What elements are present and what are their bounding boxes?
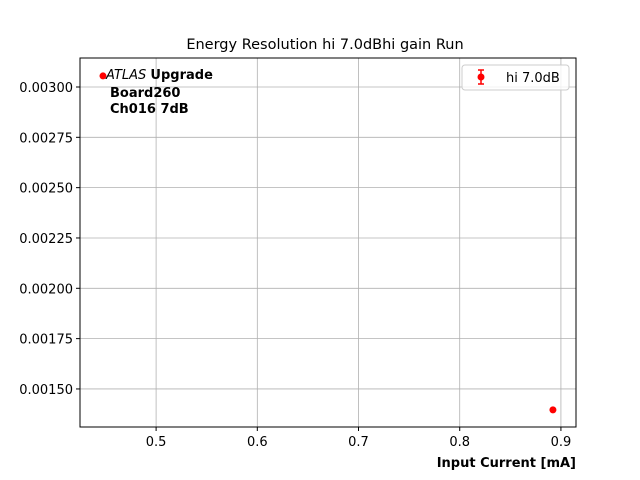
x-axis-label: Input Current [mA]	[437, 456, 576, 471]
y-tick-label: 0.00225	[19, 232, 73, 247]
y-tick-label: 0.00150	[19, 383, 73, 398]
y-tick-label: 0.00200	[19, 282, 73, 297]
data-point	[549, 406, 557, 414]
legend-label: hi 7.0dB	[506, 71, 560, 86]
annotation-line-1: ATLAS Upgrade	[105, 68, 213, 83]
chart-title: Energy Resolution hi 7.0dBhi gain Run	[186, 37, 463, 53]
annotation-line-3: Ch016 7dB	[110, 102, 189, 117]
y-tick-label: 0.00300	[19, 81, 73, 96]
x-tick-label: 0.9	[551, 435, 572, 450]
x-tick-label: 0.8	[449, 435, 470, 450]
x-tick-label: 0.6	[247, 435, 268, 450]
data-point	[99, 72, 107, 80]
y-tick-label: 0.00175	[19, 333, 73, 348]
legend: hi 7.0dB	[461, 64, 570, 91]
plot-frame	[79, 57, 577, 428]
annotation-line-2: Board260	[110, 86, 180, 101]
y-tick-label: 0.00250	[19, 182, 73, 197]
x-tick-label: 0.5	[146, 435, 167, 450]
legend-marker-icon	[477, 73, 485, 81]
x-tick-label: 0.7	[348, 435, 369, 450]
y-tick-label: 0.00275	[19, 131, 73, 146]
